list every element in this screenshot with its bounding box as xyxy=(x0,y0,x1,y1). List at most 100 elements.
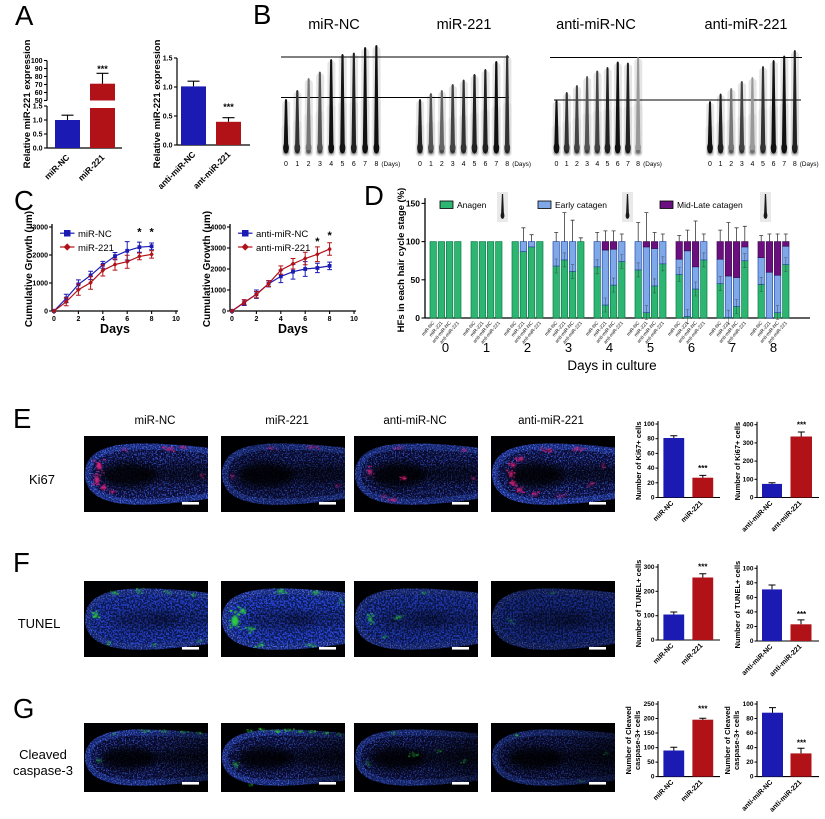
svg-text:50: 50 xyxy=(411,275,421,285)
svg-text:1: 1 xyxy=(429,161,433,168)
svg-text:5: 5 xyxy=(647,340,654,355)
svg-text:(Days): (Days) xyxy=(643,161,662,168)
svg-text:7: 7 xyxy=(782,161,786,168)
svg-text:Days in culture: Days in culture xyxy=(567,358,656,373)
svg-text:***: *** xyxy=(698,562,708,571)
svg-text:0.5: 0.5 xyxy=(33,132,43,139)
svg-text:Anagen: Anagen xyxy=(457,200,487,210)
svg-text:2: 2 xyxy=(307,161,311,168)
svg-text:0: 0 xyxy=(52,316,56,323)
svg-text:Number of TUNEL+ cells: Number of TUNEL+ cells xyxy=(733,561,742,649)
svg-text:***: *** xyxy=(698,464,708,473)
svg-text:2000: 2000 xyxy=(210,267,226,274)
svg-text:4: 4 xyxy=(595,161,599,168)
svg-text:8: 8 xyxy=(150,316,154,323)
svg-text:8: 8 xyxy=(374,161,378,168)
svg-text:50: 50 xyxy=(647,759,655,766)
svg-text:80: 80 xyxy=(746,580,754,587)
svg-text:3: 3 xyxy=(740,161,744,168)
svg-text:0: 0 xyxy=(750,638,754,645)
svg-text:90: 90 xyxy=(35,66,43,73)
svg-text:F: F xyxy=(13,547,30,578)
svg-text:D: D xyxy=(364,180,384,211)
svg-text:*: * xyxy=(315,236,320,248)
svg-text:8: 8 xyxy=(328,316,332,323)
svg-text:0: 0 xyxy=(418,161,422,168)
svg-text:3000: 3000 xyxy=(210,246,226,253)
svg-text:70: 70 xyxy=(35,82,43,89)
svg-text:200: 200 xyxy=(644,588,655,595)
svg-text:6: 6 xyxy=(125,316,129,323)
svg-text:100: 100 xyxy=(406,237,420,247)
svg-text:60: 60 xyxy=(746,594,754,601)
svg-text:G: G xyxy=(13,693,34,724)
svg-text:(Days): (Days) xyxy=(381,161,400,168)
svg-text:40: 40 xyxy=(647,465,655,472)
svg-text:1.0: 1.0 xyxy=(163,85,173,92)
svg-text:(Days): (Days) xyxy=(512,161,531,168)
svg-text:*: * xyxy=(137,226,142,238)
svg-text:0: 0 xyxy=(651,774,655,781)
svg-text:8: 8 xyxy=(636,161,640,168)
svg-text:***: *** xyxy=(797,738,807,747)
svg-text:80: 80 xyxy=(746,716,754,723)
svg-text:0: 0 xyxy=(284,161,288,168)
svg-text:Mid-Late catagen: Mid-Late catagen xyxy=(677,200,743,210)
svg-text:10: 10 xyxy=(350,316,358,323)
svg-text:anti-miR-NC: anti-miR-NC xyxy=(383,415,446,427)
svg-text:6: 6 xyxy=(352,161,356,168)
svg-text:caspase-3+ cells: caspase-3+ cells xyxy=(732,711,741,770)
svg-text:10: 10 xyxy=(172,316,180,323)
svg-text:Number of Cleaved: Number of Cleaved xyxy=(723,706,732,775)
svg-text:anti-miR-221: anti-miR-221 xyxy=(256,243,310,254)
svg-text:B: B xyxy=(253,0,271,30)
svg-text:8: 8 xyxy=(793,161,797,168)
svg-text:1.5: 1.5 xyxy=(163,56,173,63)
svg-text:100: 100 xyxy=(644,745,655,752)
svg-text:miR-NC: miR-NC xyxy=(308,17,360,33)
svg-text:20: 20 xyxy=(746,759,754,766)
svg-text:7: 7 xyxy=(626,161,630,168)
svg-text:1: 1 xyxy=(483,340,490,355)
svg-text:miR-221: miR-221 xyxy=(437,17,492,33)
svg-text:2: 2 xyxy=(575,161,579,168)
svg-text:3: 3 xyxy=(565,340,572,355)
svg-text:2: 2 xyxy=(440,161,444,168)
svg-text:Ki67: Ki67 xyxy=(29,472,55,487)
svg-text:20: 20 xyxy=(746,623,754,630)
svg-text:8: 8 xyxy=(770,340,777,355)
svg-text:150: 150 xyxy=(644,730,655,737)
svg-text:Number of Cleaved: Number of Cleaved xyxy=(624,706,633,775)
svg-text:100: 100 xyxy=(743,565,754,572)
svg-text:150: 150 xyxy=(406,198,420,208)
svg-text:***: *** xyxy=(797,610,807,619)
svg-text:7: 7 xyxy=(494,161,498,168)
svg-text:*: * xyxy=(327,230,332,242)
svg-text:***: *** xyxy=(797,420,807,429)
svg-text:anti-miR-NC: anti-miR-NC xyxy=(256,229,308,240)
svg-text:1: 1 xyxy=(565,161,569,168)
svg-text:4: 4 xyxy=(101,316,105,323)
svg-text:7: 7 xyxy=(729,340,736,355)
svg-text:2: 2 xyxy=(254,316,258,323)
svg-text:1: 1 xyxy=(719,161,723,168)
svg-text:2: 2 xyxy=(524,340,531,355)
svg-text:100: 100 xyxy=(644,613,655,620)
svg-text:0: 0 xyxy=(222,309,226,316)
svg-text:caspase-3+ cells: caspase-3+ cells xyxy=(633,711,642,770)
svg-text:*: * xyxy=(149,226,154,238)
svg-text:E: E xyxy=(13,403,31,434)
svg-text:0: 0 xyxy=(651,495,655,502)
svg-text:anti-miR-NC: anti-miR-NC xyxy=(556,17,636,33)
svg-text:0: 0 xyxy=(442,340,449,355)
svg-text:Cleaved: Cleaved xyxy=(19,747,67,762)
svg-text:1.5: 1.5 xyxy=(33,104,43,111)
svg-text:1: 1 xyxy=(295,161,299,168)
svg-text:4: 4 xyxy=(279,316,283,323)
svg-text:3: 3 xyxy=(585,161,589,168)
svg-text:40: 40 xyxy=(746,745,754,752)
svg-text:6: 6 xyxy=(688,340,695,355)
svg-text:100: 100 xyxy=(743,476,754,483)
svg-text:1.0: 1.0 xyxy=(33,118,43,125)
svg-text:anti-miR-221: anti-miR-221 xyxy=(518,415,584,427)
